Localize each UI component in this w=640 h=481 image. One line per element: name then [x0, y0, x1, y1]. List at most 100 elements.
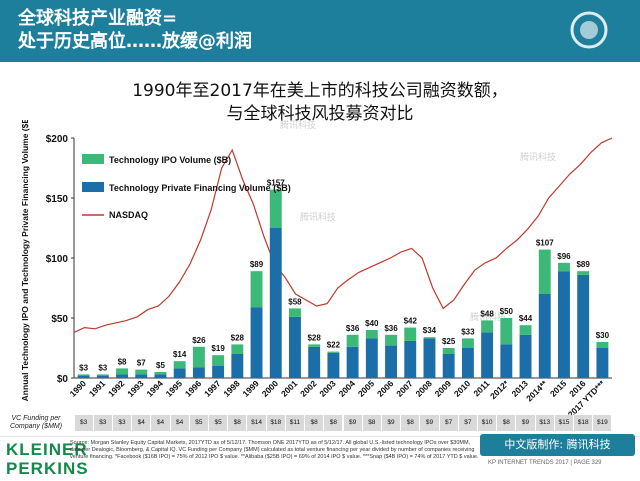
bar-ipo-2014** — [538, 249, 551, 294]
bar-ipo-1991 — [96, 374, 109, 376]
chart-area: 腾讯科技腾讯科技腾讯科技腾讯科技$0$50$100$150$200Annual … — [20, 120, 613, 415]
bar-ipo-1996 — [192, 346, 205, 368]
bar-ipo-2012* — [500, 318, 513, 345]
total-label-2000: $157 — [267, 179, 285, 188]
vc-funding-cell: $4 — [170, 415, 189, 431]
total-label-2006: $36 — [384, 324, 398, 333]
bar-ipo-1995 — [173, 361, 186, 369]
bar-ipo-2006 — [385, 334, 397, 346]
vc-funding-cell: $5 — [209, 415, 228, 431]
x-tick-label-1994: 1994 — [144, 378, 165, 399]
bar-private-1993 — [135, 374, 148, 378]
vc-funding-cell: $8 — [497, 415, 516, 431]
watermark-text-3: 腾讯科技 — [470, 311, 506, 323]
vc-funding-cell: $11 — [285, 415, 305, 431]
total-label-1998: $28 — [231, 333, 245, 342]
x-tick-label-1995: 1995 — [164, 378, 185, 399]
bar-ipo-1999 — [250, 271, 263, 308]
bar-ipo-1994 — [154, 372, 167, 375]
bar-private-2014** — [538, 294, 551, 378]
bar-private-2000 — [269, 228, 282, 378]
x-tick-label-2005: 2005 — [356, 378, 377, 399]
translation-brand: 中文版制作: 腾讯科技 — [480, 434, 635, 456]
total-label-1999: $89 — [250, 260, 264, 269]
chart-title-line2: 与全球科技风投募资对比 — [226, 104, 414, 124]
header-bar: 全球科技产业融资= 处于历史高位……放缓@利润 — [0, 0, 640, 62]
x-tick-label-1996: 1996 — [183, 378, 204, 399]
bar-private-2016 — [577, 274, 590, 378]
x-tick-label-2012*: 2012* — [488, 378, 511, 401]
total-label-2003: $22 — [327, 341, 341, 350]
header-title-line2: 处于历史高位……放缓@利润 — [18, 31, 252, 52]
total-label-1997: $19 — [211, 344, 225, 353]
bar-private-1994 — [154, 374, 167, 378]
total-label-1990: $3 — [79, 363, 88, 372]
kp-logo-line1: KLEINER — [6, 440, 88, 459]
bar-private-1990 — [77, 375, 90, 378]
total-label-2013: $44 — [519, 314, 533, 323]
y-tick-label: $100 — [46, 254, 69, 265]
x-tick-label-2002: 2002 — [298, 378, 319, 399]
tencent-logo-icon — [570, 11, 608, 49]
x-tick-label-2000: 2000 — [260, 378, 281, 399]
bar-ipo-2016 — [577, 271, 590, 275]
total-label-2007: $42 — [404, 317, 418, 326]
x-tick-label-2003: 2003 — [317, 378, 338, 399]
total-label-2015: $96 — [557, 252, 571, 261]
total-label-2012*: $50 — [500, 307, 514, 316]
vc-funding-cell: $8 — [228, 415, 247, 431]
total-label-1992: $8 — [118, 357, 127, 366]
bar-private-2013 — [519, 334, 532, 378]
bar-private-2004 — [346, 346, 359, 378]
vc-funding-cell: $4 — [132, 415, 151, 431]
bar-private-2012* — [500, 344, 513, 378]
vc-funding-cell: $8 — [305, 415, 324, 431]
bar-private-1997 — [212, 366, 225, 378]
legend-ipo-label: Technology IPO Volume ($B) — [109, 155, 231, 165]
legend-private-swatch — [82, 182, 104, 192]
bar-ipo-2009 — [442, 348, 455, 354]
bar-private-2001 — [289, 316, 301, 378]
vc-funding-cell: $3 — [93, 415, 112, 431]
total-label-2005: $40 — [365, 319, 379, 328]
bar-private-2005 — [365, 338, 378, 378]
bar-ipo-2010 — [461, 338, 474, 348]
vc-funding-label: VC Funding per Company ($MM) — [9, 415, 63, 430]
vc-funding-cell: $10 — [478, 415, 497, 431]
bar-private-2006 — [385, 345, 397, 378]
legend-ipo-swatch — [82, 154, 104, 164]
bar-ipo-2013 — [519, 325, 532, 335]
bar-ipo-1990 — [77, 374, 90, 376]
bar-private-2009 — [442, 354, 455, 378]
bar-private-2015 — [558, 271, 570, 378]
bar-private-2011 — [481, 332, 494, 378]
kleiner-perkins-logo: KLEINER PERKINS — [6, 440, 89, 478]
x-tick-label-1990: 1990 — [68, 378, 89, 399]
header-title-line1: 全球科技产业融资= — [18, 8, 178, 29]
nasdaq-line — [73, 137, 613, 333]
source-note: Source: Morgan Stanley Equity Capital Ma… — [70, 440, 479, 460]
x-tick-label-1992: 1992 — [106, 378, 127, 399]
total-label-2011: $48 — [480, 309, 494, 318]
header-title: 全球科技产业融资= 处于历史高位……放缓@利润 — [18, 7, 252, 53]
vc-funding-cell: $7 — [458, 415, 477, 431]
total-label-2009: $25 — [442, 337, 456, 346]
y-axis-label: Annual Technology IPO and Technology Pri… — [20, 120, 30, 401]
x-tick-label-2008: 2008 — [413, 378, 434, 399]
vc-funding-cell: $18 — [266, 415, 285, 431]
bar-ipo-2002 — [308, 344, 321, 347]
vc-funding-cell: $9 — [420, 415, 439, 431]
bar-ipo-2017 YTD*** — [596, 342, 609, 348]
bar-private-1996 — [192, 367, 205, 378]
x-tick-label-2015: 2015 — [548, 378, 569, 399]
legend-private-label: Technology Private Financing Volume ($B) — [109, 183, 291, 193]
vc-funding-cell: $18 — [574, 415, 593, 431]
total-label-2017 YTD***: $30 — [596, 331, 610, 340]
vc-funding-cell: $5 — [189, 415, 208, 431]
bar-ipo-2005 — [365, 330, 378, 339]
total-label-2016: $89 — [576, 260, 590, 269]
vc-funding-cell: $15 — [554, 415, 574, 431]
bar-private-2008 — [423, 338, 436, 378]
bar-private-2002 — [308, 346, 321, 378]
bar-ipo-2011 — [481, 320, 494, 333]
